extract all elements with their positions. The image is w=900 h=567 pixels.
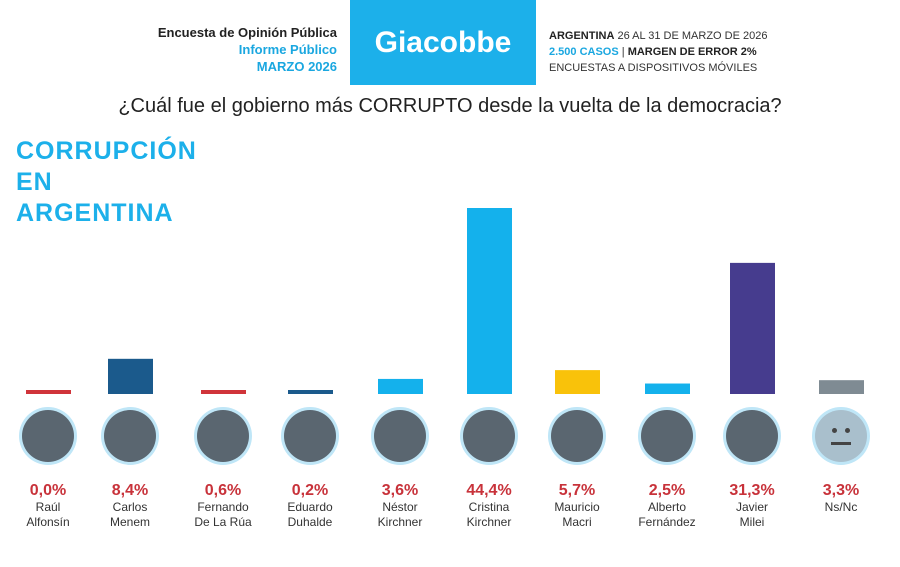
data-label: 0,2% <box>291 482 329 499</box>
side-title-line: CORRUPCIÓN <box>16 137 197 165</box>
data-label: 44,4% <box>466 482 512 499</box>
data-label: 3,3% <box>822 482 860 499</box>
category-label: Fernández <box>638 515 696 529</box>
survey-title: Encuesta de Opinión Pública <box>157 25 337 40</box>
avatar <box>463 410 515 462</box>
chart-title: ¿Cuál fue el gobierno más CORRUPTO desde… <box>118 95 782 117</box>
category-column: 2,5% Alberto Fernández <box>622 410 712 530</box>
category-label: Macri <box>562 515 592 529</box>
separator: | <box>621 46 625 58</box>
data-label: 2,5% <box>648 482 686 499</box>
category-label: Raúl <box>35 500 61 514</box>
bar <box>378 378 423 394</box>
category-label: De La Rúa <box>194 515 252 529</box>
category-label: Alfonsín <box>26 515 70 529</box>
avatar <box>641 410 693 462</box>
category-label: Fernando <box>197 500 249 514</box>
avatar <box>551 410 603 462</box>
margin-of-error: MARGEN DE ERROR 2% <box>627 46 757 58</box>
category-column: 0,0% Raúl Alfonsín <box>3 410 93 530</box>
data-label: 0,0% <box>29 482 67 499</box>
data-label: 31,3% <box>729 482 775 499</box>
dates: 26 AL 31 DE MARZO DE 2026 <box>617 30 768 42</box>
bar <box>108 358 153 394</box>
bar <box>467 208 512 394</box>
category-label: Duhalde <box>287 515 333 529</box>
data-label: 8,4% <box>111 482 149 499</box>
category-label: Cristina <box>468 500 510 514</box>
country: ARGENTINA <box>549 30 615 42</box>
avatar <box>284 410 336 462</box>
category-label: Javier <box>735 500 768 514</box>
category-column: 3,3% Ns/Nc <box>796 410 886 515</box>
bar <box>645 383 690 394</box>
category-column: 5,7% Mauricio Macri <box>532 410 622 530</box>
data-label: 0,6% <box>204 482 242 499</box>
cases: 2.500 CASOS <box>549 46 619 58</box>
bar <box>26 390 71 394</box>
category-label: Mauricio <box>554 500 600 514</box>
report-type: Informe Público <box>238 42 337 57</box>
header-left: Encuesta de Opinión Pública Informe Públ… <box>158 24 337 75</box>
category-column: 8,4% Carlos Menem <box>85 410 175 530</box>
category-label: Kirchner <box>466 515 512 529</box>
category-label: Eduardo <box>287 500 333 514</box>
category-column: 0,6% Fernando De La Rúa <box>178 410 268 530</box>
data-label: 3,6% <box>381 482 419 499</box>
avatar <box>197 410 249 462</box>
avatar <box>374 410 426 462</box>
bar <box>555 370 600 394</box>
category-column: 0,2% Eduardo Duhalde <box>265 410 355 530</box>
side-title-line: EN <box>16 168 53 196</box>
category-label: Alberto <box>647 500 687 514</box>
avatar <box>104 410 156 462</box>
category-label: Kirchner <box>377 515 423 529</box>
bar <box>201 390 246 394</box>
giacobbe-logo: Giacobbe <box>350 0 536 85</box>
bar <box>288 390 333 394</box>
bar <box>730 262 775 394</box>
side-title: CORRUPCIÓN EN ARGENTINA <box>16 136 197 229</box>
category-label: Milei <box>739 515 765 529</box>
category-label: Néstor <box>382 500 418 514</box>
avatar <box>726 410 778 462</box>
category-label: Menem <box>109 515 150 529</box>
category-label: Carlos <box>112 500 148 514</box>
category-label: Ns/Nc <box>824 500 858 514</box>
method: ENCUESTAS A DISPOSITIVOS MÓVILES <box>549 62 758 74</box>
side-title-line: ARGENTINA <box>16 199 174 227</box>
header-right: ARGENTINA 26 AL 31 DE MARZO DE 2026 2.50… <box>549 28 767 76</box>
report-date: MARZO 2026 <box>256 59 337 74</box>
neutral-face-icon <box>815 410 867 462</box>
avatar <box>22 410 74 462</box>
category-column: 31,3% Javier Milei <box>707 410 797 530</box>
bar <box>819 380 864 394</box>
category-column: 3,6% Néstor Kirchner <box>355 410 445 530</box>
category-column: 44,4% Cristina Kirchner <box>444 410 534 530</box>
data-label: 5,7% <box>558 482 596 499</box>
